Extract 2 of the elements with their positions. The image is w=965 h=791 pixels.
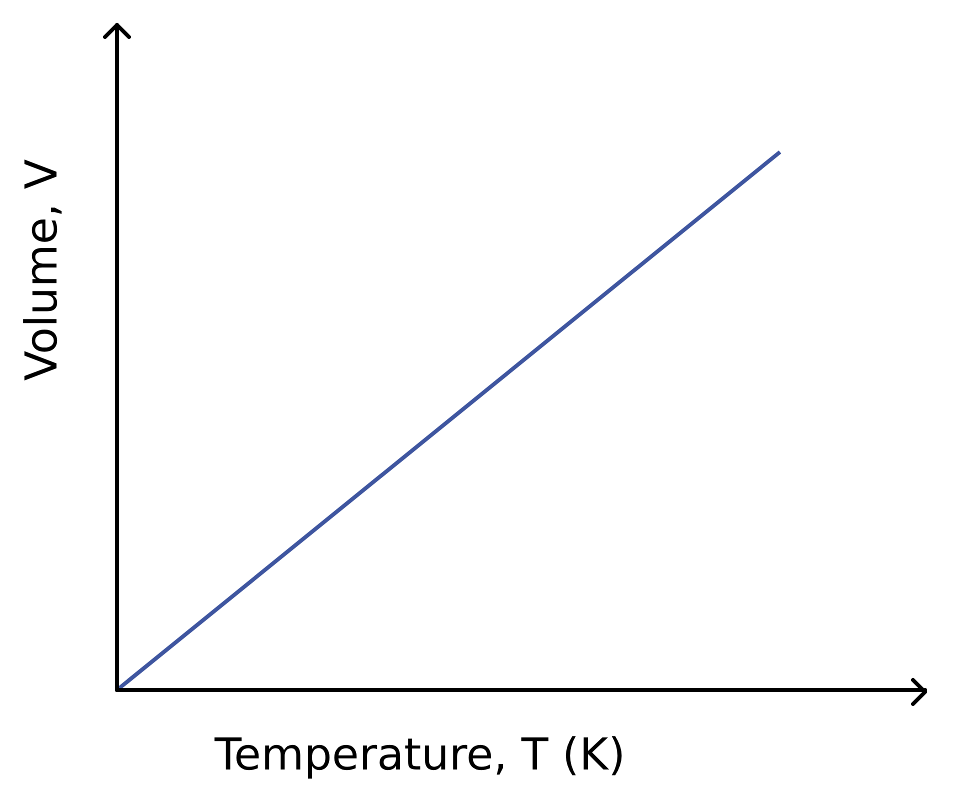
y-axis-title: Volume, V (16, 159, 68, 381)
x-axis-title: Temperature, T (K) (214, 730, 626, 780)
